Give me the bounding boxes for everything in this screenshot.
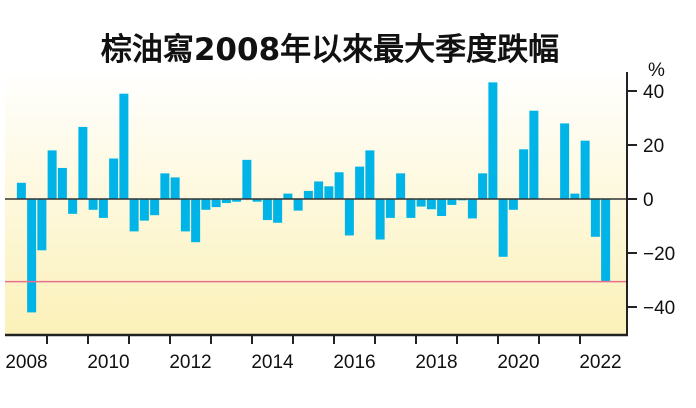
bar bbox=[396, 173, 406, 199]
bar bbox=[580, 140, 590, 199]
x-tick-label: 2022 bbox=[579, 352, 621, 373]
x-tick-label: 2020 bbox=[497, 352, 539, 373]
bar bbox=[170, 177, 180, 199]
x-tick-label: 2016 bbox=[333, 352, 375, 373]
bar bbox=[437, 199, 447, 217]
bar bbox=[344, 199, 354, 236]
bar bbox=[324, 186, 334, 199]
bar bbox=[27, 199, 37, 313]
x-tick-label: 2008 bbox=[5, 352, 47, 373]
bar bbox=[88, 199, 98, 210]
bar bbox=[488, 82, 498, 199]
bar bbox=[590, 199, 600, 237]
bar bbox=[37, 199, 47, 251]
bar bbox=[57, 167, 67, 199]
bar bbox=[139, 199, 149, 221]
bar bbox=[570, 193, 580, 199]
y-tick-label: −20 bbox=[643, 244, 675, 265]
y-tick-label: 0 bbox=[643, 190, 654, 211]
bar bbox=[232, 199, 242, 202]
bar bbox=[355, 166, 365, 199]
bar bbox=[375, 199, 385, 240]
bar bbox=[314, 181, 324, 199]
bar bbox=[201, 199, 211, 210]
y-ticks: 40 20 0 −20 −40 bbox=[627, 82, 675, 319]
chart-title: 棕油寫2008年以來最大季度跌幅 bbox=[101, 32, 559, 68]
bar bbox=[508, 199, 518, 210]
bar bbox=[221, 199, 231, 204]
bar bbox=[129, 199, 139, 232]
bar bbox=[262, 199, 272, 221]
bar bbox=[560, 123, 570, 199]
x-tick-label: 2014 bbox=[251, 352, 294, 373]
bar bbox=[303, 190, 313, 199]
y-tick-label: −40 bbox=[643, 298, 675, 319]
bar bbox=[426, 199, 436, 210]
bar bbox=[529, 110, 539, 199]
bar bbox=[334, 172, 344, 199]
bar bbox=[498, 199, 508, 257]
x-tick-label: 2010 bbox=[87, 352, 129, 373]
bar bbox=[385, 199, 395, 218]
bar bbox=[447, 199, 457, 205]
bar bbox=[365, 150, 375, 199]
x-ticks: 2008 2010 2012 2014 2016 2018 2020 2022 bbox=[5, 335, 622, 373]
bar bbox=[211, 199, 221, 208]
y-axis-unit: % bbox=[648, 60, 665, 81]
plot-background bbox=[5, 70, 627, 335]
bar bbox=[68, 199, 78, 214]
bar bbox=[150, 199, 160, 216]
bars bbox=[16, 82, 611, 313]
bar bbox=[47, 150, 57, 199]
bar bbox=[242, 159, 252, 199]
bar bbox=[519, 149, 529, 199]
x-tick-label: 2012 bbox=[169, 352, 211, 373]
bar bbox=[16, 182, 26, 199]
bar bbox=[160, 173, 170, 199]
bar bbox=[416, 199, 426, 207]
bar bbox=[180, 199, 190, 232]
y-tick-label: 40 bbox=[643, 82, 664, 103]
x-tick-label: 2018 bbox=[415, 352, 457, 373]
y-tick-label: 20 bbox=[643, 136, 664, 157]
bar bbox=[406, 199, 416, 218]
bar bbox=[78, 126, 88, 199]
bar bbox=[109, 158, 119, 199]
bar bbox=[283, 193, 293, 199]
bar bbox=[467, 199, 477, 219]
bar bbox=[601, 199, 611, 282]
bar bbox=[119, 93, 129, 199]
bar bbox=[273, 199, 283, 223]
bar bbox=[293, 199, 303, 211]
bar bbox=[478, 173, 488, 199]
bar bbox=[252, 199, 262, 202]
bar bbox=[98, 199, 108, 218]
bar bbox=[191, 199, 201, 243]
